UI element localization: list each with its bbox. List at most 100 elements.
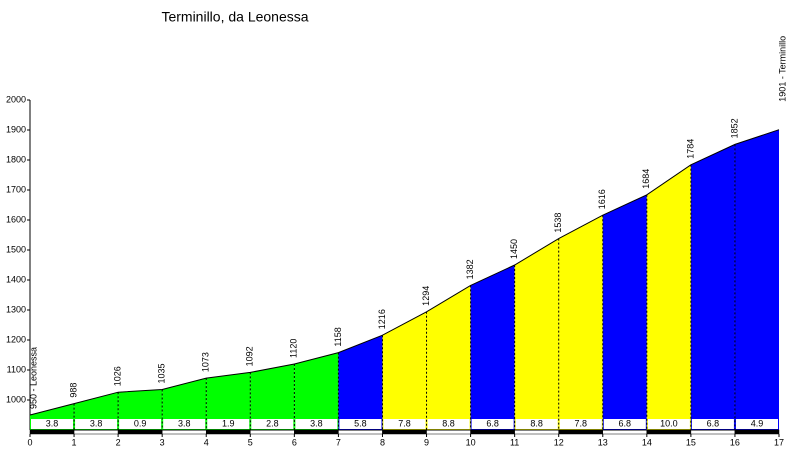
grade-label: 2.8 (266, 418, 279, 428)
segment-area (558, 215, 603, 430)
grade-box (119, 419, 162, 429)
grade-label: 7.8 (574, 418, 587, 428)
grade-label: 3.8 (46, 418, 59, 428)
grade-label: 8.8 (442, 418, 455, 428)
segment-area (646, 164, 691, 431)
y-tick-label: 2000 (6, 94, 26, 104)
elevation-label: 1901 - Terminillo (777, 36, 787, 102)
grade-box (427, 419, 470, 429)
grade-box (31, 419, 74, 429)
km-strip (382, 429, 427, 435)
x-tick-label: 0 (27, 437, 32, 447)
segment-area (690, 144, 735, 430)
km-strip (690, 429, 736, 435)
elevation-label: 1616 (597, 189, 607, 209)
segment-area (470, 265, 515, 430)
x-tick-label: 8 (380, 437, 385, 447)
y-tick-label: 1600 (6, 214, 26, 224)
segment-area (206, 372, 251, 430)
elevation-label: 1784 (685, 139, 695, 159)
grade-box (207, 419, 250, 429)
elevation-label: 1684 (641, 169, 651, 189)
y-tick-label: 1200 (6, 334, 26, 344)
grade-box (559, 419, 602, 429)
km-strip (29, 429, 75, 435)
x-tick-label: 6 (292, 437, 297, 447)
km-strip (117, 429, 163, 435)
elevation-label: 1158 (333, 327, 343, 346)
segment-area (602, 194, 647, 430)
km-strip (470, 429, 515, 435)
elevation-label: 1120 (289, 339, 299, 358)
km-strip (205, 429, 251, 435)
km-strip (734, 429, 780, 435)
y-tick-label: 1700 (6, 184, 26, 194)
x-tick-label: 2 (116, 437, 121, 447)
elevation-label: 1538 (553, 213, 563, 233)
grade-box (75, 419, 118, 429)
segment-area (514, 238, 559, 430)
x-tick-label: 1 (72, 437, 77, 447)
y-tick-label: 1300 (6, 304, 26, 314)
x-tick-label: 7 (336, 437, 341, 447)
segment-area (250, 364, 295, 430)
elevation-label: 1026 (112, 366, 122, 386)
grade-box (735, 419, 778, 429)
x-tick-label: 4 (204, 437, 209, 447)
elevation-label: 1092 (245, 346, 255, 366)
grade-label: 5.8 (354, 418, 367, 428)
grade-label: 10.0 (660, 418, 678, 428)
x-tick-label: 15 (686, 437, 696, 447)
x-tick-label: 10 (466, 437, 476, 447)
km-strip (514, 429, 559, 435)
profile-line (29, 129, 780, 416)
grade-label: 0.9 (134, 418, 147, 428)
km-strip (161, 429, 207, 435)
km-strip (294, 429, 339, 435)
grade-label: 3.8 (90, 418, 103, 428)
x-tick-label: 3 (160, 437, 165, 447)
elevation-label: 1073 (201, 352, 211, 372)
elevation-label: 1216 (377, 309, 387, 329)
x-tick-label: 12 (554, 437, 564, 447)
segment-area (294, 352, 339, 430)
grade-label: 3.8 (310, 418, 323, 428)
grade-label: 4.9 (751, 418, 764, 428)
x-tick-label: 17 (774, 437, 784, 447)
x-tick-label: 5 (248, 437, 253, 447)
elevation-label: 1294 (421, 286, 431, 306)
km-strip (338, 429, 383, 435)
segment-area (426, 285, 471, 430)
y-tick-label: 1000 (6, 394, 26, 404)
grade-label: 1.9 (222, 418, 235, 428)
grade-label: 6.8 (619, 418, 632, 428)
x-tick-label: 9 (424, 437, 429, 447)
grade-box (383, 419, 426, 429)
elevation-label: 1382 (465, 259, 475, 279)
grade-box (515, 419, 558, 429)
grade-box (295, 419, 338, 429)
y-tick-label: 1100 (7, 364, 26, 374)
segment-area (162, 378, 207, 430)
y-tick-label: 1800 (6, 154, 26, 164)
km-strip (73, 429, 119, 435)
grade-box (251, 419, 294, 429)
grade-box (603, 419, 646, 429)
grade-label: 7.8 (398, 418, 411, 428)
x-tick-label: 16 (730, 437, 740, 447)
grade-box (339, 419, 382, 429)
grade-box (691, 419, 734, 429)
segment-area (338, 335, 383, 430)
elevation-label: 988 (68, 383, 78, 398)
km-strip (250, 429, 295, 435)
grade-label: 6.8 (707, 418, 720, 428)
segment-area (382, 311, 427, 430)
y-tick-label: 1900 (6, 124, 26, 134)
x-tick-label: 11 (510, 437, 519, 447)
km-strip (602, 429, 648, 435)
km-strip (558, 429, 604, 435)
y-tick-label: 1400 (6, 274, 26, 284)
elevation-label: 1450 (509, 239, 519, 259)
grade-box (471, 419, 514, 429)
